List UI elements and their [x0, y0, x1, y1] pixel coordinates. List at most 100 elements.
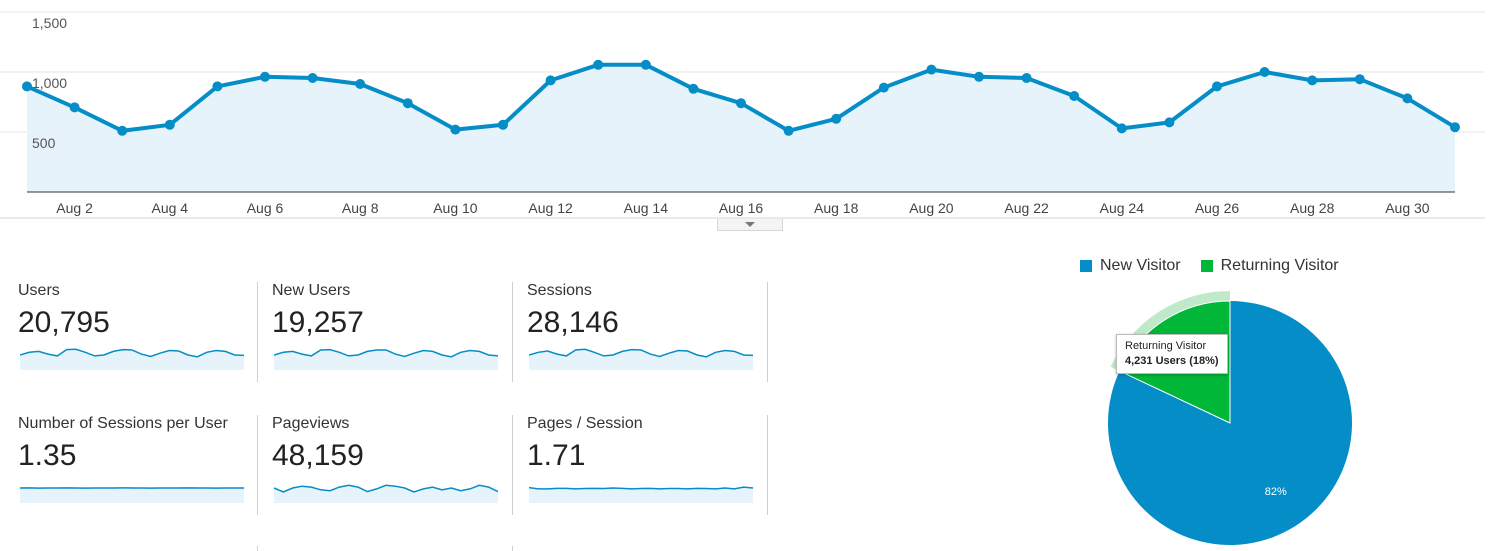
data-point — [1021, 73, 1032, 83]
metric-users[interactable]: Users 20,795 — [18, 282, 258, 382]
sparkline — [529, 486, 753, 503]
x-tick-label: Aug 8 — [342, 200, 379, 216]
series-area — [27, 64, 1455, 192]
legend-item-returning-visitor[interactable]: Returning Visitor — [1200, 257, 1339, 275]
data-point — [1212, 81, 1222, 92]
metric-value: 1.35 — [18, 439, 77, 472]
metric-value: 48,159 — [272, 439, 364, 472]
data-point — [402, 98, 413, 109]
metric-sessions[interactable]: Sessions 28,146 — [527, 282, 767, 382]
data-point — [1116, 123, 1127, 134]
metric-new-users[interactable]: New Users 19,257 — [272, 282, 512, 382]
data-point — [545, 75, 556, 86]
divider — [512, 282, 513, 382]
data-point — [926, 64, 937, 75]
data-point — [1307, 75, 1318, 86]
y-tick-label: 1,500 — [32, 15, 67, 31]
divider — [257, 282, 258, 382]
y-tick-label: 1,000 — [32, 75, 67, 91]
data-point — [1259, 67, 1270, 77]
divider — [257, 415, 258, 515]
tooltip-value: 4,231 Users (18%) — [1125, 355, 1219, 367]
sparkline-area — [274, 485, 498, 503]
x-tick-label: Aug 22 — [1004, 200, 1049, 216]
chevron-down-icon — [745, 222, 755, 227]
data-point — [1164, 117, 1175, 128]
data-point — [688, 83, 699, 94]
metric-pageviews[interactable]: Pageviews 48,159 — [272, 415, 512, 515]
x-tick-label: Aug 30 — [1385, 200, 1430, 216]
pie-legend: New Visitor Returning Visitor — [1080, 257, 1359, 275]
metric-pages-per-session[interactable]: Pages / Session 1.71 — [527, 415, 767, 515]
sparkline-line — [274, 348, 498, 358]
sparkline-area — [20, 487, 244, 503]
divider — [512, 546, 513, 551]
data-point — [450, 124, 461, 135]
data-point — [878, 82, 889, 93]
data-point — [212, 81, 223, 92]
sparkline-line — [529, 486, 753, 490]
data-point — [69, 102, 80, 113]
sparkline-area — [20, 349, 244, 370]
sparkline-area — [274, 349, 498, 370]
x-tick-label: Aug 6 — [247, 200, 284, 216]
x-tick-label: Aug 10 — [433, 200, 478, 216]
metric-value: 1.71 — [527, 439, 586, 472]
sparkline-line — [274, 484, 498, 493]
visitor-pie-chart[interactable]: 82% — [1100, 285, 1370, 551]
metric-value: 20,795 — [18, 306, 110, 339]
metric-label: Pageviews — [272, 415, 350, 432]
main-line-chart: 500 1,000 1,500 Aug 2 Aug 4 Aug 6 Aug 8 Aug 10 A… — [0, 11, 1485, 219]
y-tick-label: 500 — [32, 135, 56, 151]
sparkline — [529, 348, 753, 370]
data-point — [1354, 74, 1365, 85]
x-tick-label: Aug 20 — [909, 200, 954, 216]
x-tick-label: Aug 24 — [1100, 200, 1145, 216]
metric-label: New Users — [272, 282, 351, 299]
sparkline — [274, 484, 498, 503]
legend-swatch — [1080, 260, 1092, 272]
metric-value: 28,146 — [527, 306, 619, 339]
data-point — [640, 59, 651, 70]
data-point — [355, 79, 366, 89]
x-tick-label: Aug 28 — [1290, 200, 1335, 216]
data-point — [498, 119, 508, 130]
x-tick-label: Aug 18 — [814, 200, 859, 216]
data-point — [1402, 93, 1413, 104]
metric-label: Sessions — [527, 282, 592, 299]
metric-label: Number of Sessions per User — [18, 415, 228, 432]
sparkline — [20, 348, 244, 370]
data-point — [736, 98, 746, 109]
legend-swatch — [1200, 260, 1213, 272]
divider — [257, 546, 258, 551]
x-tick-label: Aug 26 — [1195, 200, 1240, 216]
sparkline-area — [529, 349, 753, 370]
tooltip-title: Returning Visitor — [1125, 340, 1207, 352]
divider — [512, 415, 513, 515]
x-tick-label: Aug 12 — [528, 200, 573, 216]
data-point — [164, 119, 175, 130]
data-point — [593, 59, 604, 70]
sparkline-line — [529, 348, 753, 358]
x-tick-label: Aug 14 — [624, 200, 669, 216]
data-point — [831, 113, 842, 124]
legend-item-new-visitor[interactable]: New Visitor — [1080, 257, 1181, 275]
divider — [767, 415, 768, 515]
data-point — [22, 81, 32, 92]
x-tick-label: Aug 4 — [152, 200, 189, 216]
data-point — [783, 125, 794, 136]
sparkline — [20, 487, 244, 503]
metric-value: 19,257 — [272, 306, 364, 339]
metric-label: Users — [18, 282, 60, 299]
data-point — [974, 71, 984, 82]
legend-label: New Visitor — [1100, 257, 1181, 274]
data-point — [260, 71, 270, 82]
metric-sessions-per-user[interactable]: Number of Sessions per User 1.35 — [18, 415, 258, 515]
data-point — [1069, 91, 1080, 101]
metric-label: Pages / Session — [527, 415, 643, 432]
divider — [767, 282, 768, 382]
collapse-chart-button[interactable] — [717, 219, 783, 231]
pie-tooltip: Returning Visitor 4,231 Users (18%) — [1116, 334, 1228, 374]
data-point — [307, 73, 318, 83]
x-tick-label: Aug 16 — [719, 200, 764, 216]
